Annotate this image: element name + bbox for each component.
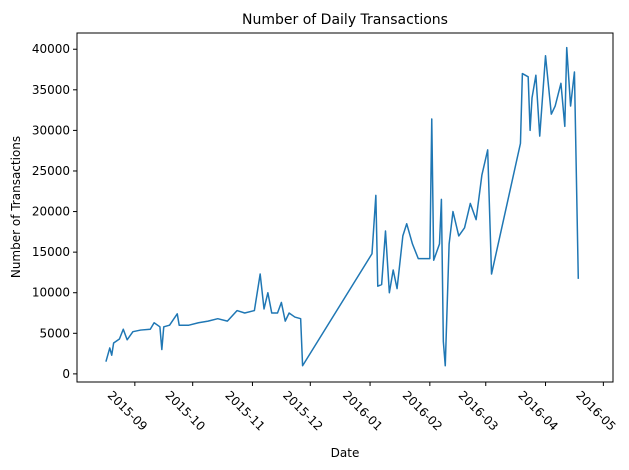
x-tick-label: 2015-09 [105, 388, 150, 433]
y-tick-label: 10000 [32, 286, 70, 300]
x-tick-label: 2016-03 [456, 388, 501, 433]
x-tick-label: 2015-10 [163, 388, 208, 433]
y-tick-label: 5000 [39, 326, 70, 340]
x-tick-label: 2016-04 [515, 388, 560, 433]
data-line [105, 46, 580, 367]
y-tick-label: 40000 [32, 42, 70, 56]
y-axis-label: Number of Transactions [9, 136, 23, 278]
x-tick-label: 2015-12 [280, 388, 325, 433]
y-tick-label: 20000 [32, 205, 70, 219]
y-tick-label: 35000 [32, 83, 70, 97]
x-axis-label: Date [331, 446, 360, 460]
y-tick-label: 0 [62, 367, 70, 381]
y-tick-label: 30000 [32, 123, 70, 137]
x-tick-label: 2016-02 [400, 388, 445, 433]
y-tick-label: 25000 [32, 164, 70, 178]
x-tick-label: 2016-01 [340, 388, 385, 433]
y-tick-label: 15000 [32, 245, 70, 259]
x-tick-label: 2015-11 [222, 388, 267, 433]
plot-frame [76, 32, 614, 383]
chart-title: Number of Daily Transactions [242, 12, 448, 28]
x-tick-label: 2016-05 [573, 388, 618, 433]
